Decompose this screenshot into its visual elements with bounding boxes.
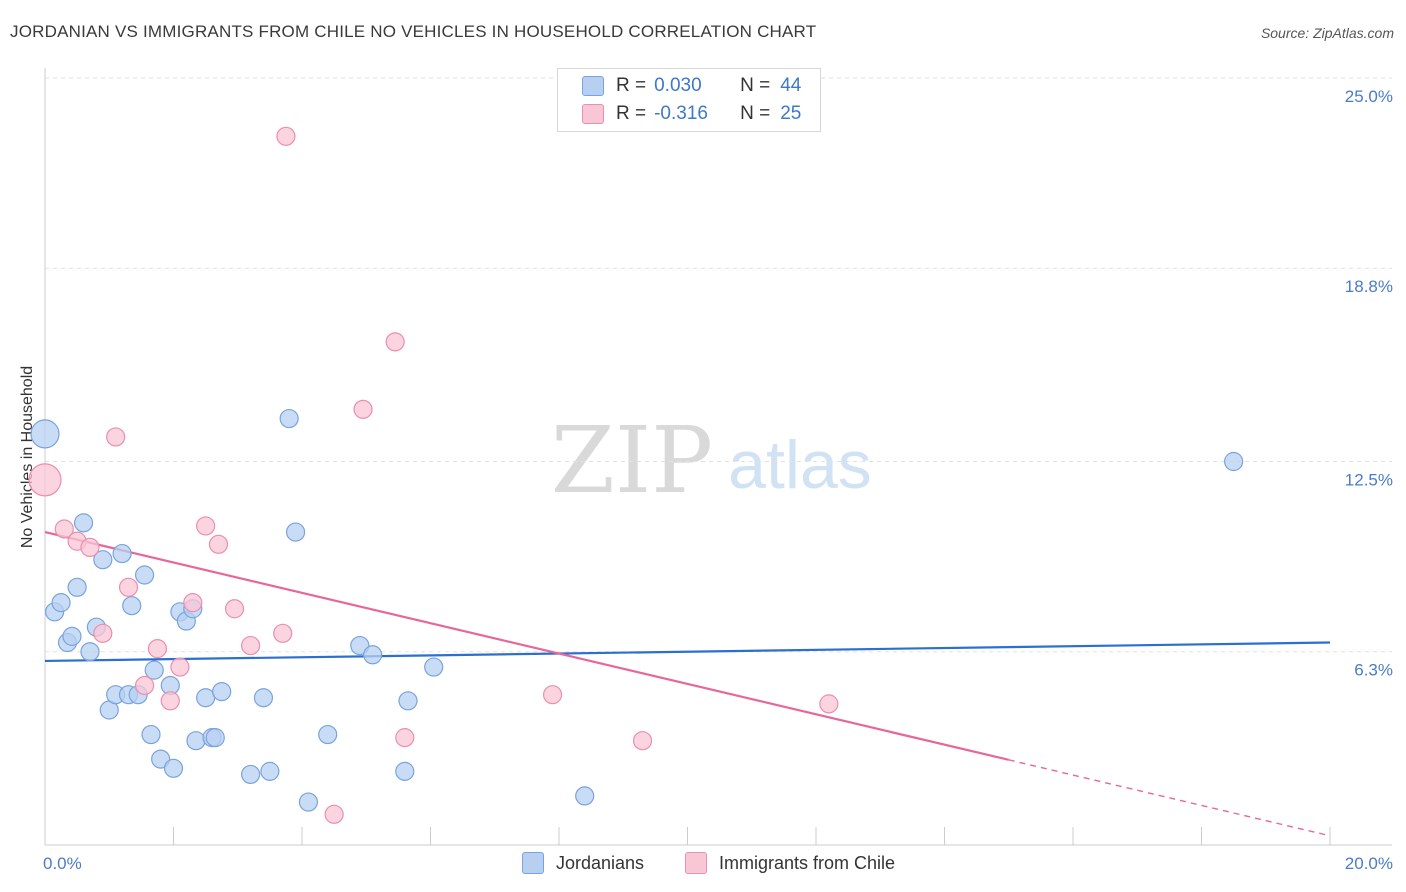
trendline-chile xyxy=(44,530,1010,761)
jordanian-point xyxy=(93,550,113,570)
watermark: ZIP atlas xyxy=(551,407,872,514)
jordanian-point xyxy=(260,761,280,781)
jordanian-point xyxy=(67,577,87,597)
legend-n-value: 25 xyxy=(780,103,802,124)
jordanian-point xyxy=(424,657,444,677)
jordanian-point xyxy=(141,724,161,745)
legend-item-jordanians: Jordanians xyxy=(522,852,644,874)
jordanian-point xyxy=(279,408,299,429)
gridlines xyxy=(45,77,1392,653)
chile-point xyxy=(54,519,74,539)
chile-point xyxy=(385,332,405,352)
axes xyxy=(44,68,1392,846)
jordanian-point xyxy=(196,688,216,708)
jordanian-point xyxy=(285,522,306,542)
chile-point xyxy=(276,126,296,146)
chile-point xyxy=(542,685,563,705)
jordanian-point xyxy=(398,691,418,711)
jordanian-point xyxy=(80,642,100,662)
chart-title: JORDANIAN VS IMMIGRANTS FROM CHILE NO VE… xyxy=(10,22,817,41)
legend-r-value: -0.316 xyxy=(654,103,708,124)
trendline-chile-extension xyxy=(1008,759,1331,837)
chile-point xyxy=(170,657,190,677)
jordanian-point xyxy=(144,660,164,680)
chile-point xyxy=(118,577,139,597)
y-tick-labels: 6.3% 12.5% 18.8% 25.0% xyxy=(1345,87,1393,680)
watermark-zip: ZIP xyxy=(551,407,713,514)
chile-point xyxy=(93,623,113,643)
jordanian-point xyxy=(298,792,319,812)
trendlines xyxy=(44,530,1331,837)
jordanian-point xyxy=(134,565,155,585)
x-tick-label: 20.0% xyxy=(1345,854,1393,873)
chile-point xyxy=(160,691,180,711)
legend-r-label: R = xyxy=(616,103,647,124)
x-tick-labels: 0.0% 20.0% xyxy=(43,854,1393,873)
chile-point xyxy=(241,635,261,656)
chile-point xyxy=(183,593,203,613)
chile-point xyxy=(28,463,62,497)
jordanian-point xyxy=(73,513,94,533)
jordanian-point xyxy=(241,764,261,785)
y-tick-label: 6.3% xyxy=(1354,661,1393,680)
series-legend: Jordanians Immigrants from Chile xyxy=(0,852,1406,878)
legend-n-label: N = xyxy=(740,75,771,96)
chile-point xyxy=(819,694,839,714)
series-chile xyxy=(28,126,839,824)
legend-swatch-jordanians xyxy=(522,852,544,874)
jordanian-point xyxy=(122,596,142,616)
legend-label-jordanians: Jordanians xyxy=(556,852,645,873)
source-label: Source: ZipAtlas.com xyxy=(1260,25,1394,41)
jordanian-point xyxy=(51,593,71,613)
jordanian-point xyxy=(575,786,595,806)
legend-swatch-chile xyxy=(685,852,707,874)
watermark-atlas: atlas xyxy=(728,427,872,503)
jordanian-point xyxy=(112,543,132,564)
chile-point xyxy=(632,731,653,751)
jordanian-point xyxy=(395,761,415,781)
jordanian-point xyxy=(1224,451,1244,472)
legend-swatch-pink xyxy=(582,104,604,124)
jordanian-point xyxy=(253,688,274,708)
chile-point xyxy=(273,623,293,643)
chile-point xyxy=(134,675,155,696)
chile-point xyxy=(80,537,100,558)
x-axis-ticks xyxy=(44,827,1331,845)
legend-row-jordanians: R = 0.030 N = 44 xyxy=(582,74,801,98)
legend-n-label: N = xyxy=(740,103,771,124)
y-tick-label: 25.0% xyxy=(1345,87,1393,106)
chile-point xyxy=(208,534,229,554)
jordanian-point xyxy=(318,724,338,745)
chile-point xyxy=(395,728,415,748)
jordanian-point xyxy=(363,645,383,665)
y-tick-label: 18.8% xyxy=(1345,277,1393,296)
chile-point xyxy=(324,804,344,824)
chile-point xyxy=(196,516,216,536)
legend-r-label: R = xyxy=(616,75,647,96)
legend-n-value: 44 xyxy=(780,75,802,96)
legend-swatch-blue xyxy=(582,76,604,96)
jordanian-point xyxy=(163,758,184,778)
jordanian-point xyxy=(212,681,232,702)
x-tick-label: 0.0% xyxy=(43,854,82,873)
chile-point xyxy=(224,599,245,619)
jordanian-point xyxy=(205,728,225,748)
jordanian-point xyxy=(62,626,82,646)
chile-point xyxy=(106,427,126,447)
series-jordanians xyxy=(30,408,1244,812)
chile-point xyxy=(147,639,168,659)
legend-r-value: 0.030 xyxy=(654,75,702,96)
jordanian-point xyxy=(30,419,60,449)
legend-row-chile: R = -0.316 N = 25 xyxy=(582,102,801,126)
legend-item-chile: Immigrants from Chile xyxy=(685,852,895,874)
legend-label-chile: Immigrants from Chile xyxy=(719,852,896,873)
trendline-jordanians xyxy=(44,641,1331,663)
chile-point xyxy=(353,399,373,419)
stats-legend: R = 0.030 N = 44 R = -0.316 N = 25 xyxy=(557,68,821,132)
y-tick-label: 12.5% xyxy=(1345,471,1393,490)
jordanian-point xyxy=(186,731,206,751)
data-points xyxy=(28,126,1244,824)
